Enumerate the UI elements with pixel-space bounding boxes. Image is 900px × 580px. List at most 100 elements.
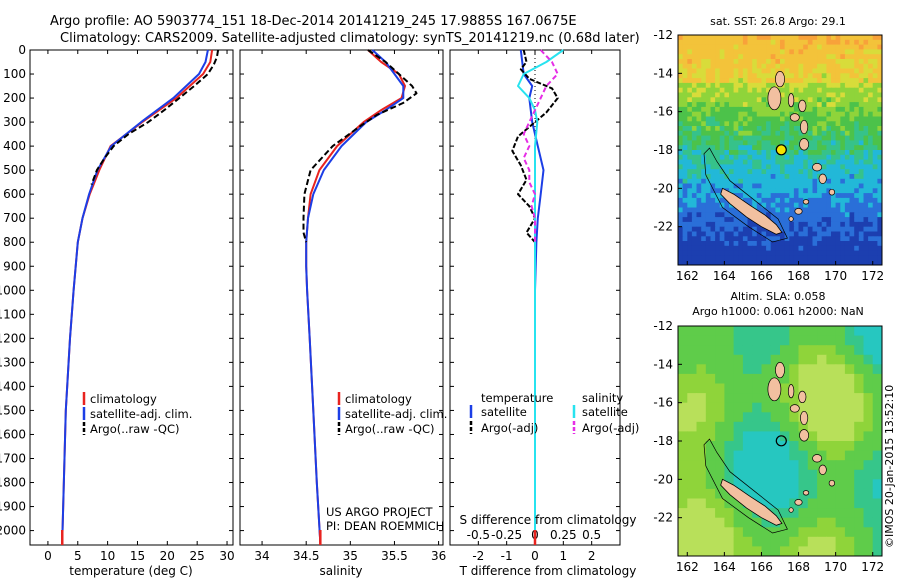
- map-cell: [715, 102, 721, 108]
- map-cell: [826, 536, 837, 547]
- map-cell: [719, 212, 725, 218]
- map-cell: [705, 111, 711, 118]
- map-cell: [831, 217, 837, 223]
- map-cell: [863, 231, 869, 237]
- map-cell: [877, 207, 882, 213]
- map-cell: [844, 59, 851, 65]
- map-cell: [840, 140, 846, 146]
- map-cell: [826, 73, 832, 79]
- map-cell: [849, 188, 855, 194]
- map-cell: [742, 188, 749, 194]
- map-cell: [705, 402, 716, 413]
- map-cell: [775, 140, 781, 146]
- map-cell: [807, 508, 818, 519]
- legend-label-s-argo: Argo(-adj): [582, 421, 639, 435]
- map-cell: [761, 488, 772, 500]
- map-cell: [770, 207, 776, 213]
- map-cell: [678, 236, 684, 242]
- map-cell: [858, 126, 864, 132]
- map-cell: [812, 126, 818, 132]
- map-cell: [789, 498, 800, 509]
- map-cell: [826, 116, 832, 122]
- map-cell: [705, 450, 716, 461]
- depth-tick-label: 400: [3, 139, 26, 153]
- map-cell: [710, 164, 716, 170]
- map-cell: [756, 159, 762, 165]
- map-cell: [738, 212, 744, 218]
- map-cell: [844, 345, 855, 356]
- map-cell: [696, 250, 702, 256]
- map-cell: [691, 212, 698, 218]
- map-cell: [798, 260, 804, 265]
- map-cell: [724, 92, 730, 98]
- map-cell: [701, 82, 707, 89]
- map-cell: [877, 106, 882, 113]
- map-cell: [696, 221, 702, 228]
- map-cell: [756, 183, 762, 189]
- map-cell: [756, 164, 762, 170]
- map-cell: [835, 193, 841, 199]
- map-cell: [761, 479, 772, 490]
- map-cell: [840, 183, 846, 189]
- map-cell: [691, 245, 698, 252]
- map-cell: [849, 193, 855, 199]
- map-cell: [752, 469, 763, 480]
- map-cell: [868, 102, 874, 108]
- map-cell: [696, 260, 702, 265]
- map-cell: [831, 154, 837, 161]
- map-cell: [710, 197, 716, 204]
- map-cell: [710, 73, 716, 79]
- map-cell: [715, 68, 721, 74]
- map-cell: [817, 59, 823, 65]
- map-cell: [747, 68, 753, 74]
- map-cell: [738, 82, 744, 89]
- island: [787, 384, 795, 399]
- map-cell: [784, 39, 790, 46]
- map-cell: [738, 87, 744, 94]
- map-cell: [844, 97, 851, 103]
- map-cell: [868, 63, 874, 70]
- map-cell: [747, 174, 753, 180]
- map-cell: [729, 116, 735, 122]
- map-cell: [817, 116, 823, 122]
- map-cell: [705, 241, 711, 247]
- map-cell: [821, 97, 827, 103]
- map-cell: [868, 245, 874, 252]
- difference-legend: temperature salinity satellite Argo(-adj…: [469, 391, 639, 435]
- map-cell: [710, 221, 716, 228]
- map-cell: [747, 135, 753, 141]
- map-cell: [719, 255, 725, 261]
- map-cell: [691, 111, 698, 118]
- map-cell: [687, 508, 698, 519]
- map-cell: [872, 517, 882, 528]
- map-cell: [807, 35, 813, 41]
- map-cell: [756, 97, 762, 103]
- map-cell: [682, 217, 688, 223]
- map-cell: [793, 49, 800, 55]
- map-cell: [826, 202, 832, 209]
- map-cell: [863, 241, 869, 247]
- map-cell: [798, 174, 804, 180]
- map-cell: [803, 188, 809, 194]
- map-cell: [747, 245, 753, 252]
- map-cell: [678, 546, 688, 556]
- map-cell: [780, 197, 786, 204]
- map-cell: [826, 508, 837, 519]
- map-cell: [766, 54, 772, 60]
- map-cell: [678, 402, 688, 413]
- map-cell: [747, 197, 753, 204]
- map-cell: [844, 39, 851, 46]
- map-cell: [872, 402, 882, 413]
- map-cell: [835, 202, 841, 209]
- map-cell: [844, 111, 851, 118]
- map-cell: [789, 73, 795, 79]
- map-cell: [678, 59, 684, 65]
- map-cell: [756, 73, 762, 79]
- map-cell: [854, 126, 860, 132]
- map-cell: [756, 87, 762, 94]
- map-cell: [858, 44, 864, 50]
- map-cell: [747, 126, 753, 132]
- map-cell: [742, 78, 749, 84]
- map-cell: [784, 78, 790, 84]
- map-cell: [682, 63, 688, 70]
